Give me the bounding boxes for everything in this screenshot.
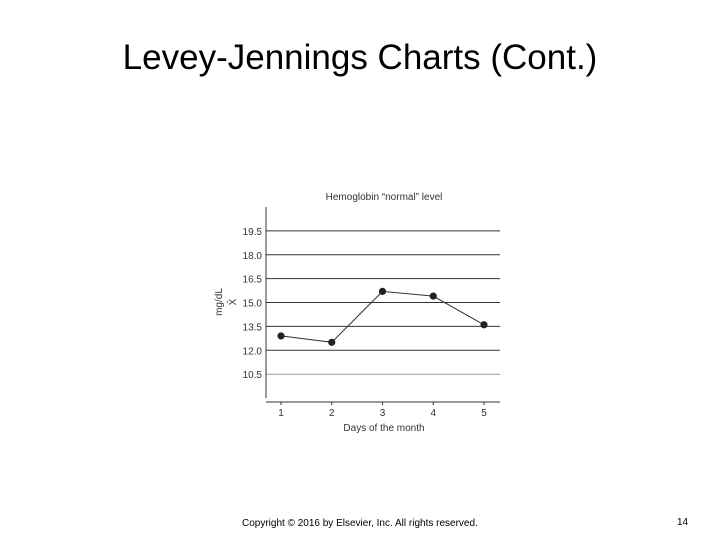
y-tick-label: 12.0: [243, 346, 263, 357]
x-tick-label: 5: [481, 408, 487, 419]
x-tick-label: 1: [278, 408, 284, 419]
y-tick-label: 13.5: [243, 322, 263, 333]
mean-marker: X̄: [226, 298, 239, 305]
y-tick-label: 10.5: [243, 370, 263, 381]
x-axis-label: Days of the month: [343, 423, 424, 434]
y-tick-label: 16.5: [243, 275, 263, 286]
data-point: [277, 332, 285, 340]
page-number: 14: [677, 517, 689, 528]
x-tick-labels: 1 2 3 4 5: [278, 402, 487, 419]
chart-title: Hemoglobin “normal” level: [326, 192, 443, 203]
y-tick-labels: 19.5 18.0 16.5 15.0 13.5 12.0 10.5: [243, 227, 263, 381]
copyright-footer: Copyright © 2016 by Elsevier, Inc. All r…: [242, 518, 478, 529]
y-axis-label: mg/dL: [214, 288, 225, 316]
data-point: [378, 287, 387, 295]
y-tick-label: 18.0: [243, 251, 263, 262]
data-point: [480, 321, 488, 329]
data-point: [429, 292, 437, 300]
y-tick-label: 19.5: [243, 227, 263, 238]
x-tick-label: 2: [329, 408, 335, 419]
x-tick-label: 4: [430, 408, 436, 419]
x-tick-label: 3: [380, 408, 386, 419]
data-point: [328, 338, 336, 346]
slide-title: Levey-Jennings Charts (Cont.): [122, 38, 598, 77]
series-points: [277, 287, 488, 346]
grid-lines: [266, 230, 500, 375]
y-tick-label: 15.0: [243, 299, 263, 310]
series-line: [280, 290, 485, 343]
